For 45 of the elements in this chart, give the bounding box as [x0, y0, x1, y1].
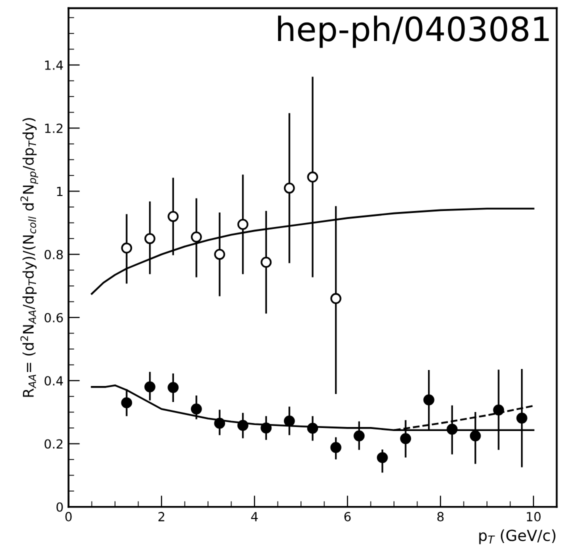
point: [446, 424, 458, 435]
x-axis-title: p$_{T}$ (GeV/c): [479, 529, 556, 544]
point: [190, 404, 202, 414]
point: [190, 232, 202, 242]
point: [284, 182, 295, 194]
point: [307, 422, 318, 434]
point: [470, 430, 481, 442]
x-tick-label: 8: [437, 512, 444, 522]
point: [168, 210, 179, 222]
point: [423, 394, 434, 406]
point: [144, 381, 156, 392]
y-tick-label: 0.4: [44, 376, 63, 386]
text: R$_{AA}$= (d$^{2}$N$_{AA}$/dp$_{T}$dy)/(N$_{coll}$ d$^{2}$N$_{pp}$/dp$_{T}$dy): [20, 118, 38, 397]
point: [214, 418, 226, 429]
y-tick-label: 1: [57, 186, 63, 196]
point: [284, 416, 295, 426]
point: [121, 397, 132, 408]
point: [144, 233, 156, 244]
x-tick-label: 6: [344, 512, 351, 522]
point: [354, 430, 365, 442]
point: [237, 420, 248, 431]
point: [376, 452, 388, 464]
y-tick-label: 0.8: [44, 250, 63, 260]
y-tick-label: 0.2: [44, 439, 62, 449]
point: [307, 172, 318, 183]
y-tick-label: 0: [56, 502, 63, 512]
point: [121, 242, 132, 254]
point: [168, 382, 179, 394]
x-tick-label: 4: [251, 512, 258, 522]
point: [214, 248, 226, 260]
point: [330, 442, 342, 454]
x-tick-label: 0: [65, 512, 72, 522]
y-tick-label: 1.4: [45, 60, 63, 70]
point: [237, 218, 248, 230]
point: [260, 422, 272, 434]
point: [260, 256, 272, 268]
x-tick-label: 2: [158, 512, 164, 522]
point: [330, 293, 342, 304]
point: [516, 412, 528, 424]
y-tick-label: 1.2: [45, 124, 62, 133]
point: [400, 433, 412, 444]
annotation: hep-ph/0403081: [278, 16, 549, 48]
x-tick-label: 10: [526, 512, 541, 522]
point: [493, 404, 504, 416]
y-tick-label: 0.6: [44, 312, 63, 322]
